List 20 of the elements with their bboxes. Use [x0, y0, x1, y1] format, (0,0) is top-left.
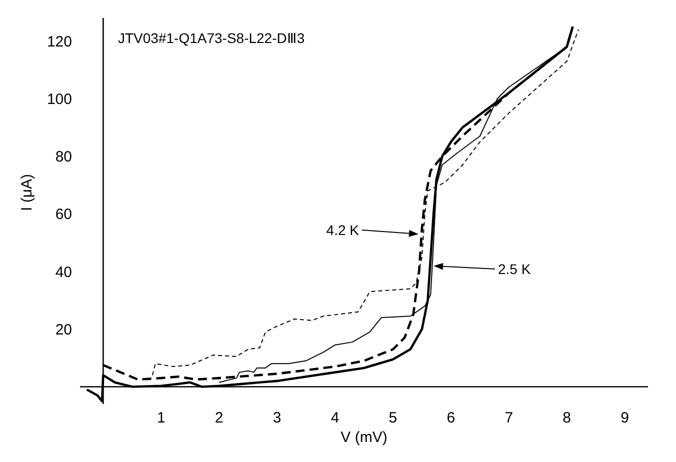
annotation: 2.5 K	[498, 261, 532, 277]
x-tick-label: 1	[156, 410, 166, 427]
y-tick-label: 80	[55, 148, 72, 166]
y-tick-label: 120	[46, 33, 72, 50]
x-tick-label: 9	[620, 410, 629, 427]
x-tick-label: 5	[388, 410, 398, 427]
x-tick-label: 6	[446, 410, 456, 427]
y-tick-label: 20	[55, 321, 72, 338]
text: JTV03#1-Q1A73-S8-L22-DⅢ3	[118, 30, 305, 46]
y-axis-title: I (μA)	[18, 174, 36, 211]
y-tick-label: 40	[55, 264, 72, 281]
y-tick-label: 60	[55, 206, 72, 224]
x-tick-label: 4	[330, 410, 340, 427]
x-axis-title: V (mV)	[340, 429, 388, 446]
x-tick-label: 2	[214, 410, 224, 427]
annotation: 4.2 K	[326, 222, 360, 238]
x-tick-label: 8	[562, 410, 572, 427]
x-tick-label: 3	[272, 410, 282, 427]
y-tick-label: 100	[46, 90, 72, 108]
x-tick-label: 7	[504, 410, 514, 427]
